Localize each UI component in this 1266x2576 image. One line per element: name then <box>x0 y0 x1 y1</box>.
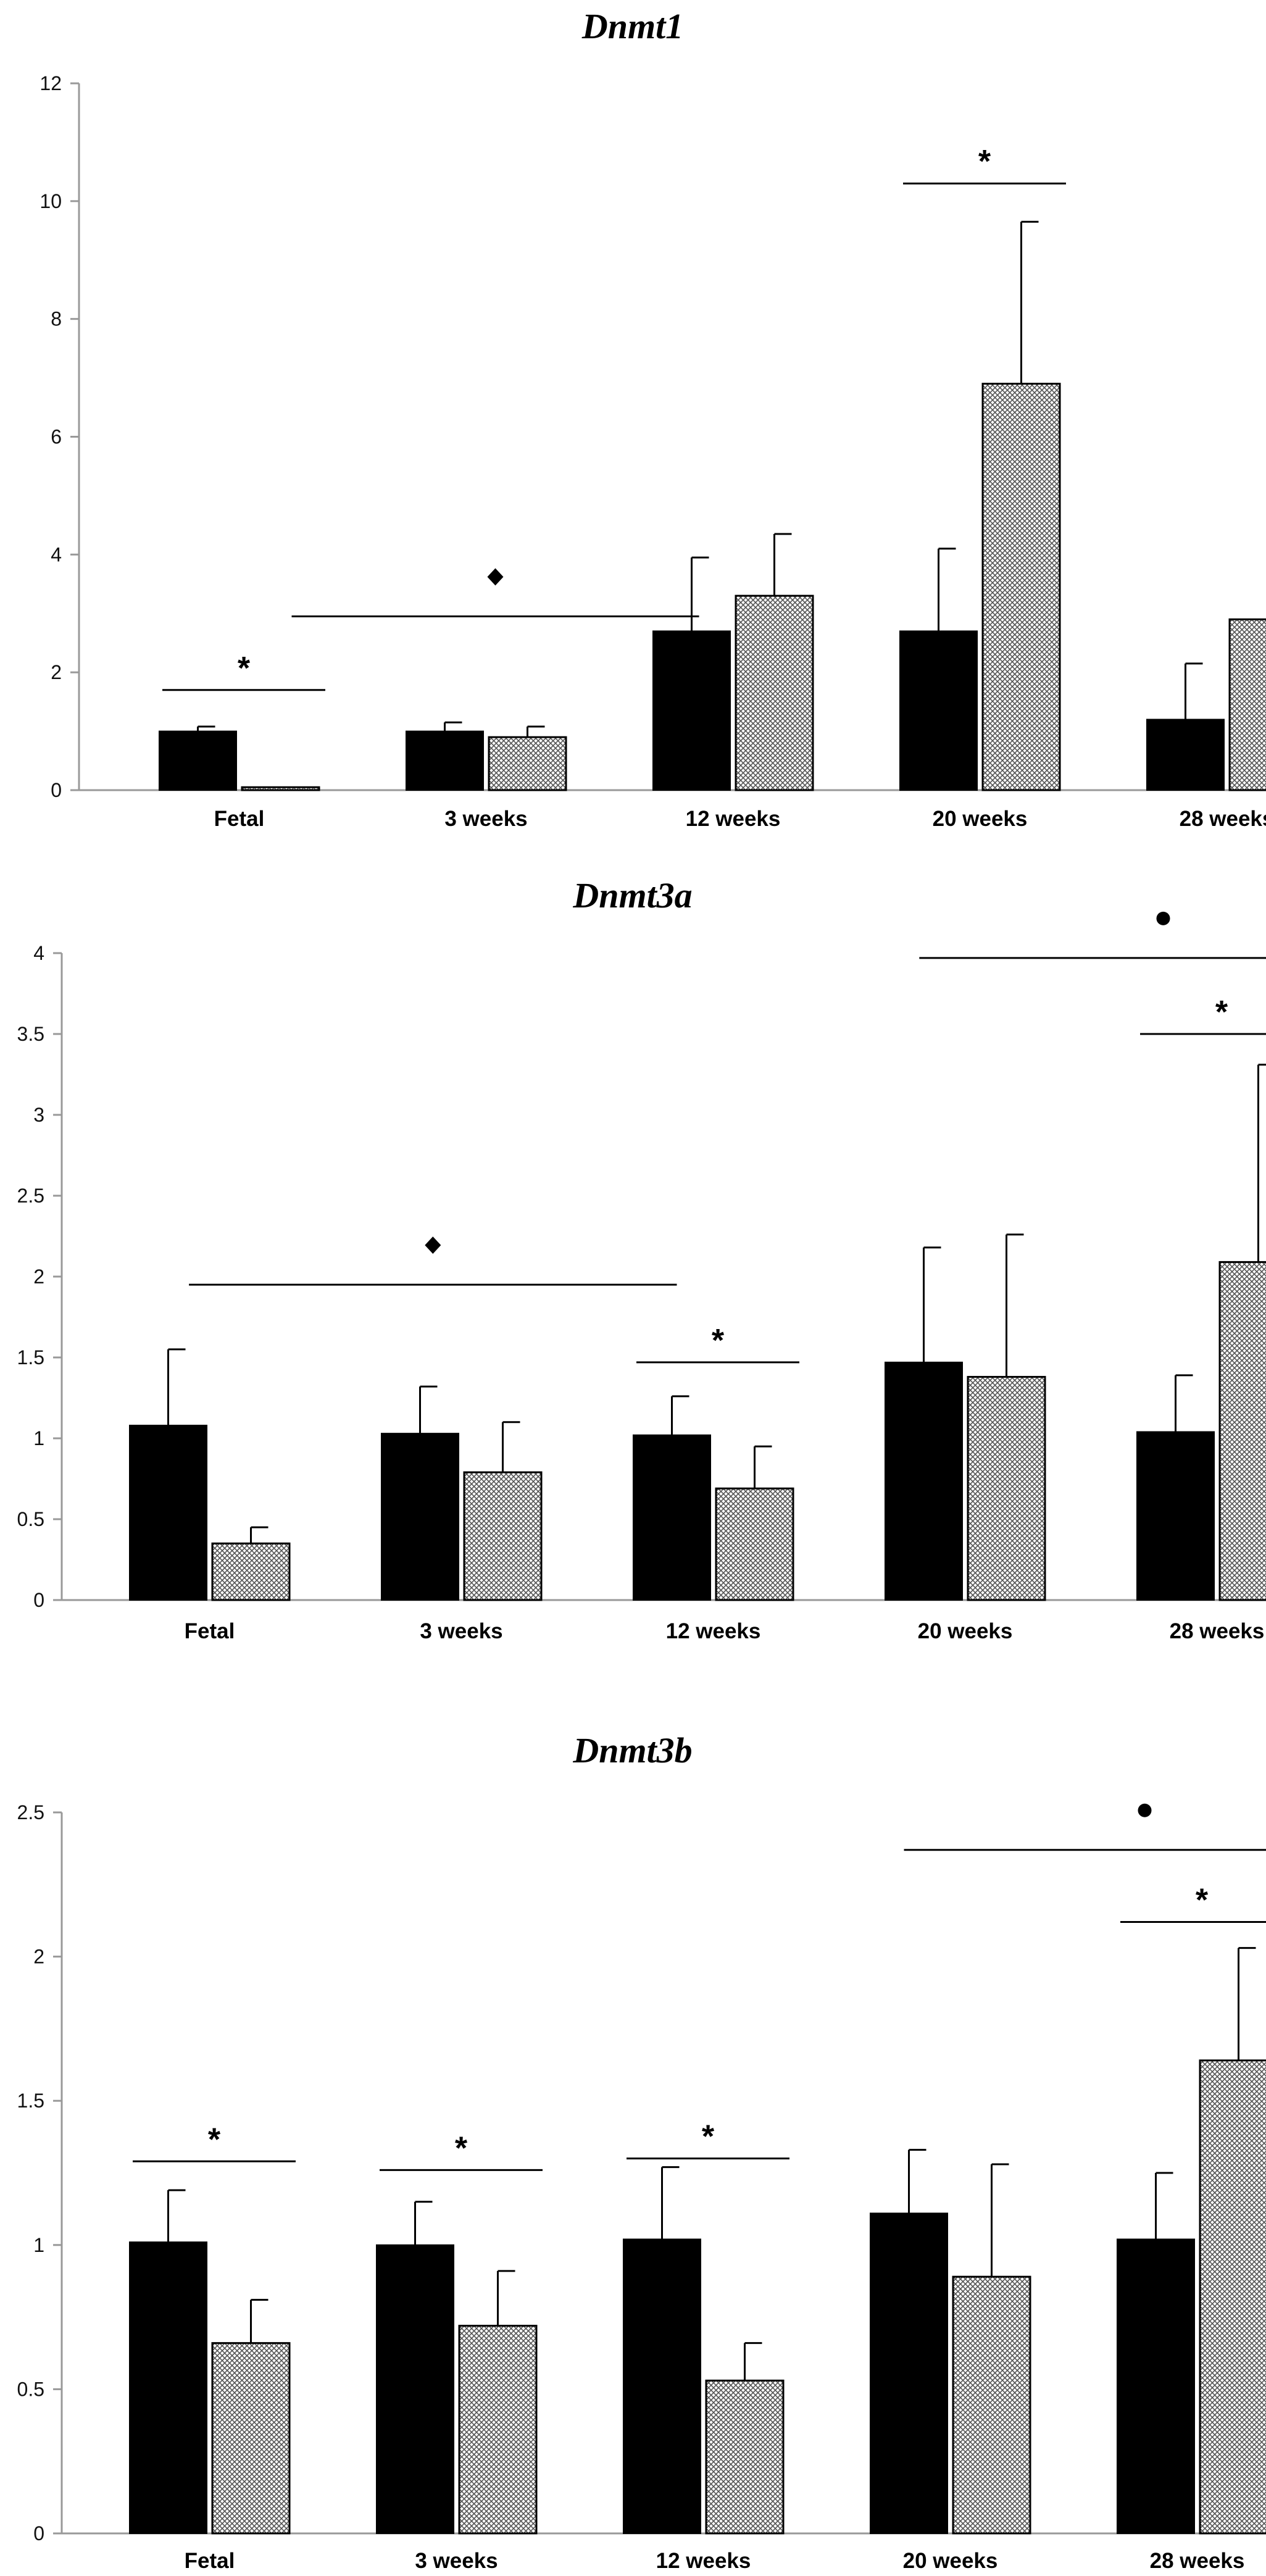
x-tick-label: 3 weeks <box>420 1619 502 1643</box>
x-tick-label: Fetal <box>185 2549 235 2573</box>
chart-title: Dnmt1 <box>581 6 683 46</box>
y-tick-label: 2 <box>33 1265 44 1288</box>
y-tick-label: 2 <box>51 661 62 683</box>
diamond-marker <box>487 568 504 586</box>
bar-b-3-weeks <box>488 736 567 791</box>
bar-a-12-weeks <box>633 1434 711 1601</box>
y-tick-label: 0 <box>51 779 62 801</box>
significance-star: * <box>978 144 991 180</box>
bar-a-12-weeks <box>623 2238 701 2535</box>
bar-b-fetal <box>211 2342 291 2535</box>
bar-a-20-weeks <box>870 2212 948 2534</box>
x-tick-label: 12 weeks <box>656 2549 751 2573</box>
x-tick-label: 28 weeks <box>1170 1619 1265 1643</box>
x-tick-label: Fetal <box>185 1619 235 1643</box>
bar-a-28-weeks <box>1117 2238 1195 2535</box>
y-tick-label: 12 <box>40 72 62 94</box>
dot-marker <box>1156 911 1170 925</box>
bar-b-28-weeks <box>1199 2059 1266 2535</box>
bar-a-fetal <box>159 730 237 791</box>
x-tick-label: 28 weeks <box>1150 2549 1245 2573</box>
bar-b-20-weeks <box>981 383 1061 791</box>
x-tick-label: 3 weeks <box>415 2549 498 2573</box>
bar-a-20-weeks <box>899 630 978 791</box>
bar-a-28-weeks <box>1136 1431 1215 1601</box>
y-tick-label: 1.5 <box>17 2090 44 2112</box>
y-tick-label: 1.5 <box>17 1346 44 1369</box>
chart-title: Dnmt3b <box>572 1730 692 1770</box>
x-tick-label: 20 weeks <box>933 807 1028 831</box>
y-tick-label: 2.5 <box>17 1801 44 1824</box>
y-tick-label: 10 <box>40 190 62 212</box>
bar-b-28-weeks <box>1218 1261 1266 1601</box>
significance-star: * <box>455 2130 468 2166</box>
significance-star: * <box>702 2119 715 2155</box>
y-tick-label: 2.5 <box>17 1185 44 1207</box>
chart-dnmt3a: Dnmt3a 0 0.5 1 1.5 2 2.5 3 3.5 4 Fetal 3 weeks 12 we… <box>17 875 1266 1643</box>
bar-a-28-weeks <box>1146 719 1225 791</box>
chart-dnmt3b: Dnmt3b 0 0.5 1 1.5 2 2.5 Fetal 3 weeks 12 weeks 20… <box>17 1730 1266 2573</box>
bar-b-fetal <box>211 1542 291 1601</box>
dot-marker <box>1138 1803 1152 1817</box>
y-tick-label: 0 <box>33 2522 44 2545</box>
y-tick-label: 3 <box>33 1104 44 1126</box>
bar-b-12-weeks <box>715 1487 794 1601</box>
x-tick-label: 12 weeks <box>666 1619 761 1643</box>
x-tick-label: 3 weeks <box>444 807 527 831</box>
x-tick-label: 20 weeks <box>918 1619 1013 1643</box>
y-tick-label: 4 <box>33 942 44 964</box>
bar-a-fetal <box>129 2241 207 2534</box>
y-tick-label: 0.5 <box>17 2378 44 2400</box>
y-tick-label: 1 <box>33 2234 44 2256</box>
bar-b-12-weeks <box>705 2379 785 2535</box>
significance-star: * <box>238 651 251 686</box>
bar-b-28-weeks <box>1228 618 1266 791</box>
chart-dnmt1: Dnmt1 0 2 4 6 8 10 12 Fetal 3 weeks 12 weeks 20 wee… <box>40 6 1266 831</box>
y-tick-label: 1 <box>33 1427 44 1449</box>
bar-a-3-weeks <box>381 1433 459 1601</box>
chart-title: Dnmt3a <box>572 875 692 915</box>
x-tick-label: 12 weeks <box>686 807 781 831</box>
significance-star: * <box>208 2122 221 2157</box>
bar-a-12-weeks <box>652 630 731 791</box>
bar-b-fetal <box>241 786 320 791</box>
y-tick-label: 6 <box>51 426 62 448</box>
y-tick-label: 0.5 <box>17 1508 44 1530</box>
bar-a-20-weeks <box>885 1361 963 1601</box>
significance-star: * <box>712 1323 725 1359</box>
x-tick-label: Fetal <box>214 807 265 831</box>
significance-star: * <box>1196 1883 1209 1919</box>
bar-b-3-weeks <box>458 2325 538 2535</box>
y-tick-label: 3.5 <box>17 1023 44 1045</box>
bar-b-20-weeks <box>967 1375 1046 1601</box>
y-tick-label: 4 <box>51 543 62 565</box>
bar-b-20-weeks <box>952 2275 1031 2535</box>
bar-a-3-weeks <box>406 730 484 791</box>
x-tick-label: 28 weeks <box>1180 807 1266 831</box>
y-tick-label: 8 <box>51 308 62 330</box>
bar-a-3-weeks <box>376 2244 454 2535</box>
bar-a-fetal <box>129 1425 207 1601</box>
bar-b-3-weeks <box>463 1471 543 1601</box>
x-tick-label: 20 weeks <box>903 2549 998 2573</box>
y-tick-label: 0 <box>33 1589 44 1611</box>
y-tick-label: 2 <box>33 1946 44 1968</box>
diamond-marker <box>425 1236 441 1254</box>
bar-b-12-weeks <box>735 594 814 791</box>
significance-star: * <box>1215 994 1228 1030</box>
